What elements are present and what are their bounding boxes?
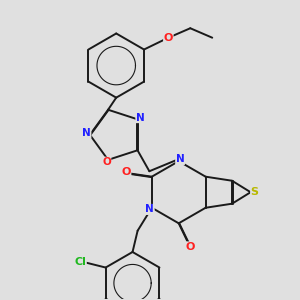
Text: N: N — [136, 112, 145, 123]
Text: N: N — [82, 128, 91, 138]
Text: Cl: Cl — [74, 257, 86, 268]
Text: N: N — [176, 154, 184, 164]
Text: O: O — [164, 33, 173, 43]
Text: O: O — [102, 157, 111, 167]
Text: S: S — [251, 187, 259, 197]
Text: O: O — [185, 242, 195, 252]
Text: O: O — [122, 167, 131, 177]
Text: N: N — [146, 204, 154, 214]
